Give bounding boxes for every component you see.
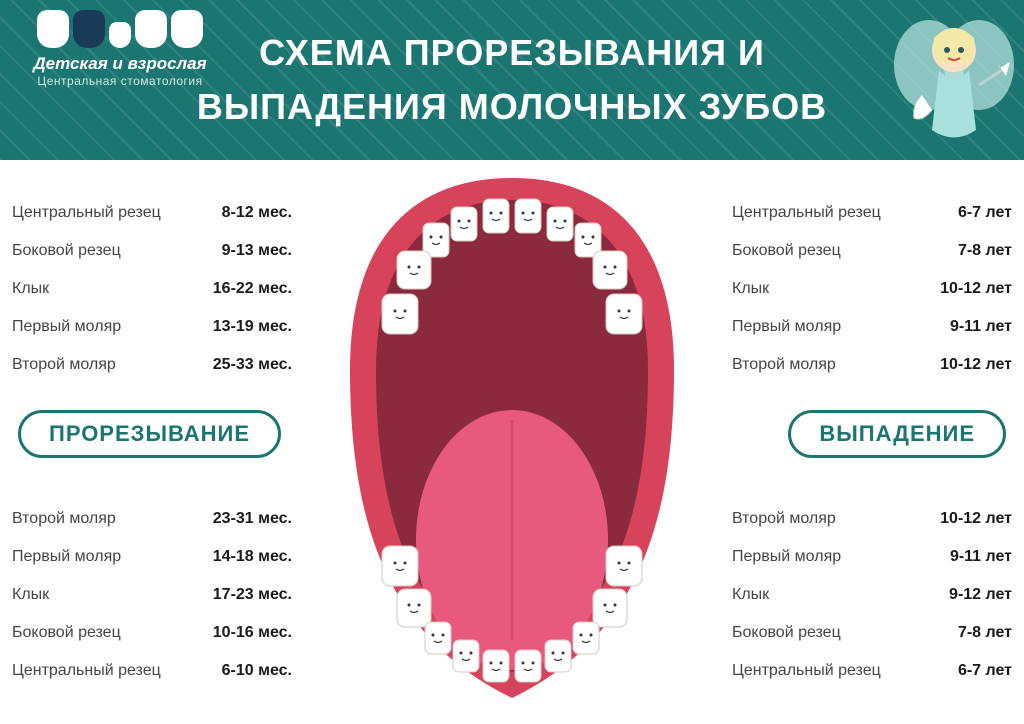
tooth-name: Центральный резец: [732, 204, 881, 222]
tooth-row: Первый моляр 9-11 лет: [732, 538, 1012, 576]
content: Центральный резец 8-12 мес. Боковой резец 9…: [0, 160, 1024, 724]
shedding-lower-list: Второй моляр 10-12 лет Первый моляр 9-11 ле…: [732, 500, 1012, 690]
tooth-name: Второй моляр: [732, 356, 836, 374]
tooth-time: 9-12 лет: [949, 586, 1012, 604]
tooth-row: Первый моляр 9-11 лет: [732, 308, 1012, 346]
tooth-name: Первый моляр: [12, 318, 121, 336]
tooth-name: Клык: [12, 586, 49, 604]
tooth-row: Боковой резец 7-8 лет: [732, 614, 1012, 652]
tooth-row: Клык 9-12 лет: [732, 576, 1012, 614]
tooth-row: Клык 17-23 мес.: [12, 576, 292, 614]
tooth-time: 17-23 мес.: [213, 586, 292, 604]
tooth-name: Второй моляр: [12, 356, 116, 374]
tooth-time: 13-19 мес.: [213, 318, 292, 336]
shedding-badge: ВЫПАДЕНИЕ: [788, 410, 1006, 458]
tooth-time: 10-12 лет: [940, 510, 1012, 528]
tooth-time: 9-13 мес.: [222, 242, 292, 260]
tooth-time: 7-8 лет: [958, 242, 1012, 260]
tooth-row: Второй моляр 23-31 мес.: [12, 500, 292, 538]
mouth-diagram: [332, 170, 692, 710]
tooth-name: Клык: [732, 280, 769, 298]
tooth-time: 9-11 лет: [950, 318, 1012, 336]
tooth-time: 7-8 лет: [958, 624, 1012, 642]
tooth-row: Боковой резец 9-13 мес.: [12, 232, 292, 270]
eruption-badge: ПРОРЕЗЫВАНИЕ: [18, 410, 281, 458]
tooth-name: Первый моляр: [732, 318, 841, 336]
tooth-name: Центральный резец: [12, 662, 161, 680]
tooth-name: Боковой резец: [12, 624, 121, 642]
tooth-row: Клык 16-22 мес.: [12, 270, 292, 308]
tooth-name: Центральный резец: [12, 204, 161, 222]
tooth-row: Клык 10-12 лет: [732, 270, 1012, 308]
tooth-row: Боковой резец 7-8 лет: [732, 232, 1012, 270]
tooth-time: 10-12 лет: [940, 280, 1012, 298]
tooth-name: Клык: [732, 586, 769, 604]
tooth-row: Второй моляр 10-12 лет: [732, 500, 1012, 538]
tooth-row: Первый моляр 14-18 мес.: [12, 538, 292, 576]
tooth-row: Центральный резец 6-10 мес.: [12, 652, 292, 690]
tooth-row: Первый моляр 13-19 мес.: [12, 308, 292, 346]
tooth-name: Первый моляр: [732, 548, 841, 566]
tooth-row: Центральный резец 6-7 лет: [732, 194, 1012, 232]
eruption-lower-list: Второй моляр 23-31 мес. Первый моляр 14-18 …: [12, 500, 292, 690]
tooth-time: 9-11 лет: [950, 548, 1012, 566]
tooth-row: Центральный резец 8-12 мес.: [12, 194, 292, 232]
logo: Детская и взрослая Центральная стоматоло…: [20, 10, 220, 88]
tooth-name: Боковой резец: [732, 242, 841, 260]
tooth-time: 6-7 лет: [958, 204, 1012, 222]
tooth-time: 10-12 лет: [940, 356, 1012, 374]
tooth-name: Второй моляр: [12, 510, 116, 528]
tooth-name: Клык: [12, 280, 49, 298]
shedding-upper-list: Центральный резец 6-7 лет Боковой резец 7-8…: [732, 194, 1012, 384]
logo-text-1: Детская и взрослая: [20, 54, 220, 74]
tooth-time: 16-22 мес.: [213, 280, 292, 298]
tooth-time: 8-12 мес.: [222, 204, 292, 222]
tooth-name: Первый моляр: [12, 548, 121, 566]
eruption-upper-list: Центральный резец 8-12 мес. Боковой резец 9…: [12, 194, 292, 384]
header: Детская и взрослая Центральная стоматоло…: [0, 0, 1024, 160]
tooth-time: 25-33 мес.: [213, 356, 292, 374]
tooth-row: Центральный резец 6-7 лет: [732, 652, 1012, 690]
logo-text-2: Центральная стоматология: [20, 74, 220, 88]
tooth-name: Второй моляр: [732, 510, 836, 528]
tooth-row: Второй моляр 10-12 лет: [732, 346, 1012, 384]
tooth-time: 14-18 мес.: [213, 548, 292, 566]
tooth-name: Боковой резец: [12, 242, 121, 260]
tooth-time: 6-7 лет: [958, 662, 1012, 680]
tooth-time: 6-10 мес.: [222, 662, 292, 680]
tooth-row: Боковой резец 10-16 мес.: [12, 614, 292, 652]
tooth-name: Центральный резец: [732, 662, 881, 680]
tooth-row: Второй моляр 25-33 мес.: [12, 346, 292, 384]
fairy-icon: [884, 10, 1014, 150]
logo-icon: [20, 10, 220, 48]
tooth-time: 10-16 мес.: [213, 624, 292, 642]
tooth-time: 23-31 мес.: [213, 510, 292, 528]
tooth-name: Боковой резец: [732, 624, 841, 642]
